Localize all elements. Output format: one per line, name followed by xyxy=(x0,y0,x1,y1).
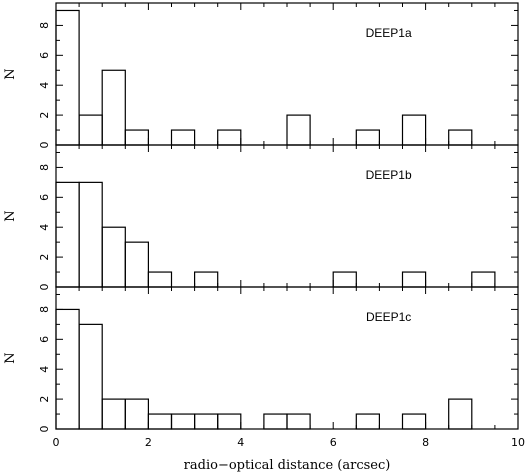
x-tick-label: 10 xyxy=(511,436,525,449)
y-tick-label: 6 xyxy=(38,194,51,201)
histogram-bar xyxy=(147,413,173,430)
panel-label: DEEP1c xyxy=(366,310,411,324)
histogram-bar xyxy=(448,398,473,430)
histogram-bar xyxy=(355,129,380,146)
y-tick-label: 2 xyxy=(38,112,51,119)
y-tick-label: 8 xyxy=(38,164,51,171)
histogram-bar xyxy=(217,129,242,146)
histogram-bar xyxy=(401,114,427,146)
histogram-bar xyxy=(55,181,80,288)
x-tick-label: 6 xyxy=(330,436,337,449)
histogram-bar xyxy=(78,114,103,146)
panel-2: 0 2 4 6 8 N DEEP1b xyxy=(3,144,519,291)
histogram-bar xyxy=(147,271,173,288)
x-tick-label: 4 xyxy=(237,436,244,449)
histogram-bar xyxy=(332,271,357,288)
histogram-bar xyxy=(78,181,103,288)
x-tick-label: 8 xyxy=(422,436,429,449)
y-tick-label: 8 xyxy=(38,22,51,29)
panel-label: DEEP1b xyxy=(366,168,412,182)
histogram-bar xyxy=(194,413,219,430)
histogram-bar xyxy=(124,129,150,146)
y-axis-label: N xyxy=(3,352,18,363)
x-tick-label: 2 xyxy=(145,436,152,449)
histogram-bar xyxy=(170,413,196,430)
histogram-bar xyxy=(217,413,242,430)
x-tick-label: 0 xyxy=(53,436,60,449)
y-tick-label: 4 xyxy=(38,224,51,231)
histogram-bar xyxy=(101,398,126,430)
histogram-bar xyxy=(263,413,288,430)
histogram-bar xyxy=(194,271,219,288)
histogram-bar xyxy=(101,69,126,146)
y-tick-label: 2 xyxy=(38,254,51,261)
y-axis-label: N xyxy=(3,210,18,221)
histogram-bar xyxy=(286,114,311,146)
y-tick-label: 8 xyxy=(38,306,51,313)
y-tick-label: 0 xyxy=(38,426,51,433)
histogram-bar xyxy=(355,413,380,430)
panels-group: 0 2 4 6 8 N DEEP1a 0 2 4 6 8 N DEEP1b 0 2 4 6 8 N DEEP1c 0 2 4 6… xyxy=(3,2,525,449)
histogram-bar xyxy=(286,413,311,430)
histogram-bar xyxy=(55,9,80,146)
histogram-bar xyxy=(78,323,103,430)
histogram-bar xyxy=(124,398,150,430)
histogram-bar xyxy=(401,271,427,288)
y-tick-label: 2 xyxy=(38,396,51,403)
y-tick-label: 4 xyxy=(38,82,51,89)
y-axis-label: N xyxy=(3,68,18,79)
y-tick-label: 6 xyxy=(38,52,51,59)
y-tick-label: 4 xyxy=(38,366,51,373)
panel-label: DEEP1a xyxy=(366,26,412,40)
histogram-bar xyxy=(471,271,496,288)
histogram-bar xyxy=(101,226,126,288)
histogram-bar xyxy=(401,413,427,430)
panel-3: 0 2 4 6 8 N DEEP1c 0 2 4 6 8 10 xyxy=(3,286,525,449)
x-axis-label: radio−optical distance (arcsec) xyxy=(184,458,391,473)
histogram-bar xyxy=(170,129,196,146)
histogram-bar xyxy=(124,241,150,288)
panel-1: 0 2 4 6 8 N DEEP1a xyxy=(3,2,519,149)
histogram-bar xyxy=(448,129,473,146)
y-tick-label: 0 xyxy=(38,142,51,149)
y-tick-label: 6 xyxy=(38,336,51,343)
y-tick-label: 0 xyxy=(38,284,51,291)
